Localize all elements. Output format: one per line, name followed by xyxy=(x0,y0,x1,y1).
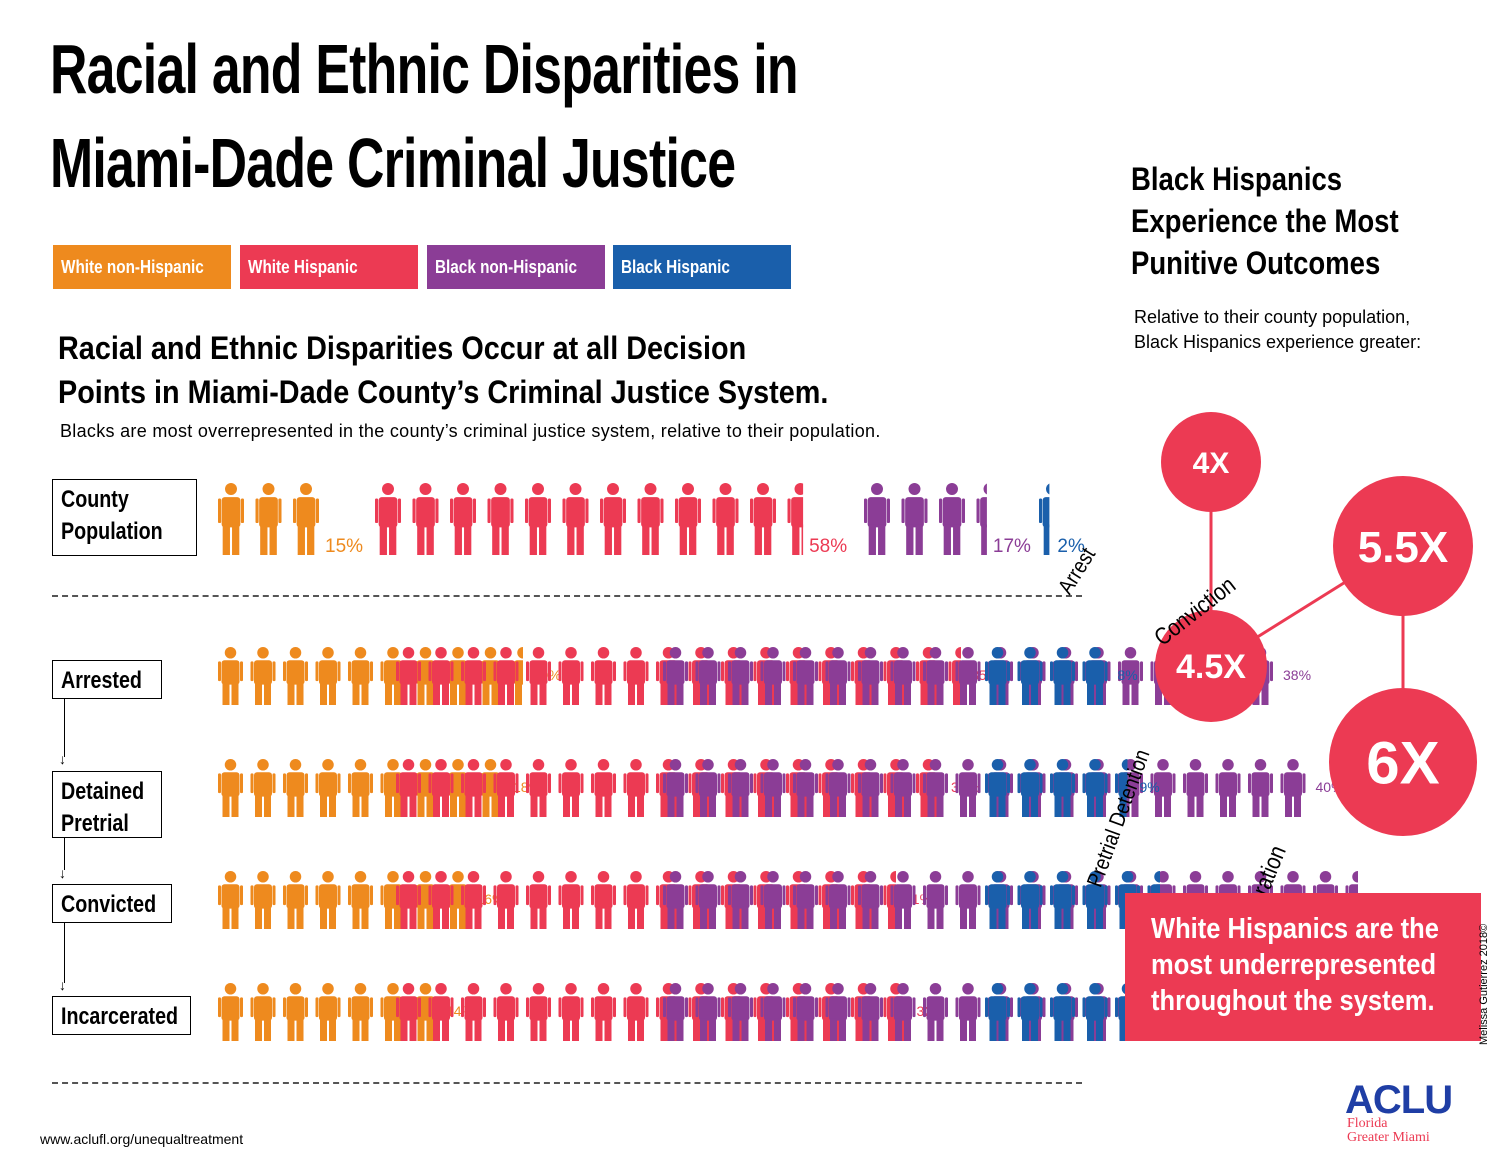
aclu-logo-sub: Florida Greater Miami xyxy=(1347,1117,1430,1145)
pictograph-black-non-hispanic xyxy=(663,647,1273,705)
legend-label: White non-Hispanic xyxy=(61,256,204,277)
legend-white-non-hispanic: White non-Hispanic xyxy=(53,245,231,289)
callout-box: White Hispanics are the most underrepres… xyxy=(1125,893,1481,1041)
section-title-line-1: Racial and Ethnic Disparities Occur at a… xyxy=(58,330,747,366)
stage-label: Arrested xyxy=(61,667,142,694)
pictograph-black-hispanic xyxy=(1039,483,1050,555)
legend-black-hispanic: Black Hispanic xyxy=(613,245,791,289)
right-panel-subtitle: Relative to their county population, Bla… xyxy=(1134,305,1421,355)
pictograph-black-hispanic xyxy=(985,647,1108,705)
right-subtitle-line-1: Relative to their county population, xyxy=(1134,307,1411,327)
percent-label: 38% xyxy=(1283,667,1311,683)
aclu-logo: ACLU xyxy=(1345,1078,1453,1122)
stage-label: Detained Pretrial xyxy=(61,778,145,837)
percent-label: 8% xyxy=(1118,667,1138,683)
title-line-1: Racial and Ethnic Disparities in xyxy=(50,30,799,108)
bubble-multiplier: 5.5X xyxy=(1358,523,1449,572)
percent-label: 15% xyxy=(325,536,363,557)
credit: Melissa Gutierrez 2018© xyxy=(1478,923,1490,1045)
stage-arrested: Arrested xyxy=(52,660,162,699)
right-title-line-3: Punitive Outcomes xyxy=(1131,245,1381,281)
flow-arrow-line xyxy=(64,923,65,983)
divider xyxy=(52,1082,1082,1084)
logo-sub-line-1: Florida xyxy=(1347,1116,1388,1131)
bubble-circle xyxy=(1329,688,1477,836)
legend-black-non-hispanic: Black non-Hispanic xyxy=(427,245,605,289)
pictograph-white-non-hispanic xyxy=(218,483,319,555)
section-title-line-2: Points in Miami-Dade County’s Criminal J… xyxy=(58,374,829,410)
percent-label: 2% xyxy=(1057,536,1085,557)
right-title-line-2: Experience the Most xyxy=(1131,203,1399,239)
flow-arrow-head: ↓ xyxy=(59,865,66,881)
legend-label: White Hispanic xyxy=(248,256,358,277)
pictograph-white-non-hispanic xyxy=(218,871,471,929)
title-line-2: Miami-Dade Criminal Justice xyxy=(50,124,736,202)
footer-url[interactable]: www.aclufl.org/unequaltreatment xyxy=(40,1131,244,1147)
percent-label: 17% xyxy=(993,536,1031,557)
stage-label: Convicted xyxy=(61,891,157,918)
page-title: Racial and Ethnic Disparities in Miami-D… xyxy=(50,22,799,210)
bubble-multiplier: 4.5X xyxy=(1176,648,1246,686)
legend-white-hispanic: White Hispanic xyxy=(240,245,418,289)
flow-arrow-head: ↓ xyxy=(59,977,66,993)
section-title: Racial and Ethnic Disparities Occur at a… xyxy=(58,326,828,414)
bubble-multiplier: 6X xyxy=(1366,730,1439,797)
callout-text: White Hispanics are the most underrepres… xyxy=(1151,913,1439,1017)
pictograph-black-hispanic xyxy=(985,759,1128,817)
stage-label: County Population xyxy=(61,486,163,545)
pictograph-white-hispanic xyxy=(375,483,804,555)
right-title-line-1: Black Hispanics xyxy=(1131,161,1343,197)
stage-county-population: County Population xyxy=(52,479,197,556)
section-subtitle: Blacks are most overrepresented in the c… xyxy=(60,421,881,441)
stage-label: Incarcerated xyxy=(61,1003,179,1030)
flow-arrow-head: ↓ xyxy=(59,751,66,767)
divider xyxy=(52,595,1082,597)
pictograph-white-non-hispanic xyxy=(218,647,523,705)
bubble-circle xyxy=(1161,412,1261,512)
bubble-multiplier: 4X xyxy=(1193,447,1230,480)
stage-incarcerated: Incarcerated xyxy=(52,996,191,1035)
pictograph-black-non-hispanic xyxy=(864,483,987,555)
bubble-circle xyxy=(1333,476,1473,616)
right-subtitle-line-2: Black Hispanics experience greater: xyxy=(1134,332,1422,352)
stage-convicted: Convicted xyxy=(52,884,172,923)
right-panel-title: Black Hispanics Experience the Most Puni… xyxy=(1131,158,1399,284)
percent-label: 9% xyxy=(1140,779,1160,795)
logo-sub-line-2: Greater Miami xyxy=(1347,1130,1430,1145)
stage-detained-pretrial: Detained Pretrial xyxy=(52,771,162,838)
bubble-circle xyxy=(1155,610,1267,722)
flow-arrow-line xyxy=(64,838,65,870)
pictograph-white-non-hispanic xyxy=(218,759,503,817)
legend-label: Black Hispanic xyxy=(621,256,730,277)
legend-label: Black non-Hispanic xyxy=(435,256,577,277)
flow-arrow-line xyxy=(64,699,65,757)
percent-label: 58% xyxy=(809,536,847,557)
